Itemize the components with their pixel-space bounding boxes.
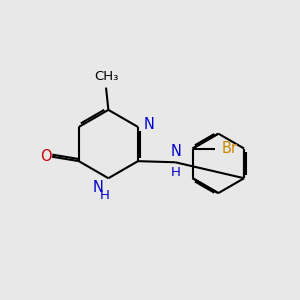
Text: CH₃: CH₃ [94, 70, 118, 83]
Text: Br: Br [221, 141, 238, 156]
Text: O: O [40, 149, 51, 164]
Text: H: H [100, 189, 110, 202]
Text: N: N [170, 144, 181, 159]
Text: N: N [143, 117, 154, 132]
Text: H: H [171, 166, 181, 179]
Text: N: N [92, 180, 103, 195]
